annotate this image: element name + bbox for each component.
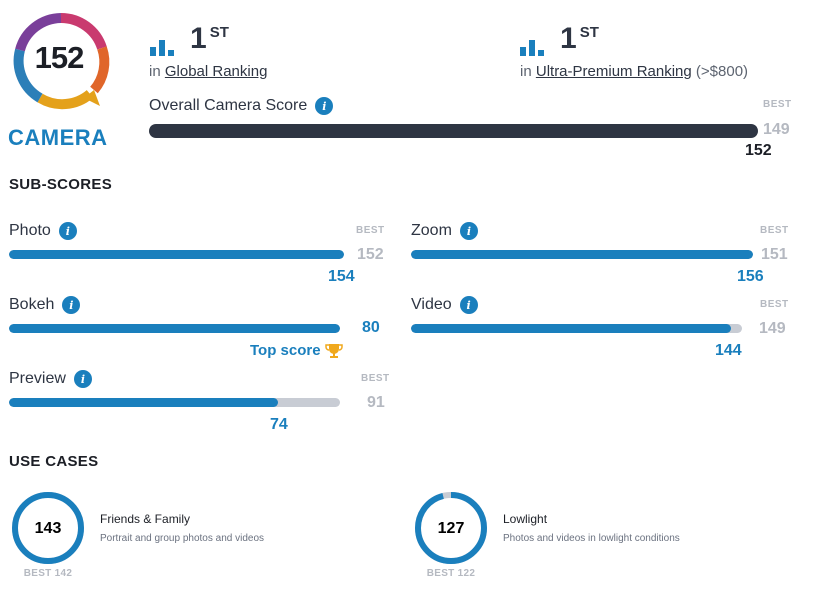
subscore-zoom: Zoom i: [411, 222, 478, 240]
donut-arc: [12, 492, 84, 564]
lowlight-donut: 127: [412, 489, 490, 567]
ranking-bars-icon: [150, 36, 174, 56]
lowlight-description: Photos and videos in lowlight conditions: [503, 533, 680, 544]
ultra-premium-ranking-link[interactable]: Ultra-Premium Ranking: [535, 63, 692, 80]
donut-arc: [415, 492, 487, 564]
friends-family-best: BEST 142: [23, 568, 73, 579]
segment-rank-prefix: in: [520, 63, 532, 80]
trophy-icon: [324, 343, 343, 358]
info-icon[interactable]: i: [73, 370, 92, 388]
video-score-bar: [411, 324, 742, 333]
overall-best-value: 149: [763, 121, 790, 138]
friends-family-score: 143: [35, 520, 62, 537]
logo-score: 152: [34, 40, 85, 75]
info-icon[interactable]: i: [459, 296, 478, 314]
photo-score-value: 154: [328, 268, 355, 285]
photo-score-fill: [9, 250, 344, 259]
video-best-label: BEST: [760, 299, 789, 310]
subscore-zoom-label: Zoom: [411, 222, 452, 239]
subscore-bokeh-label: Bokeh: [9, 296, 55, 313]
info-icon[interactable]: i: [315, 97, 334, 115]
camera-score-logo: 152 CAMERA: [8, 10, 114, 150]
preview-score-bar: [9, 398, 340, 407]
friends-family-description: Portrait and group photos and videos: [100, 533, 264, 544]
global-rank-caption: in Global Ranking: [149, 63, 267, 80]
zoom-score-fill: [411, 250, 753, 259]
bokeh-score-fill: [9, 324, 340, 333]
subscore-video: Video i: [411, 296, 478, 314]
subscore-preview-label: Preview: [9, 370, 66, 387]
bokeh-score-bar: [9, 324, 340, 333]
overall-score-bar: [149, 124, 758, 138]
subscore-video-label: Video: [411, 296, 452, 313]
logo-ring-icon: [13, 13, 110, 110]
lowlight-title: Lowlight: [503, 512, 548, 526]
preview-best-value: 91: [367, 394, 385, 411]
segment-price-note: (>$800): [695, 63, 749, 80]
global-rank-prefix: in: [149, 63, 161, 80]
global-rank-number: 1: [190, 22, 207, 55]
photo-best-value: 152: [357, 246, 384, 263]
photo-best-label: BEST: [356, 225, 385, 236]
segment-rank: 1 ST: [520, 22, 599, 56]
overall-header: Overall Camera Score i: [149, 97, 334, 115]
preview-best-label: BEST: [361, 373, 390, 384]
subscore-photo: Photo i: [9, 222, 77, 240]
friends-family-donut: 143: [9, 489, 87, 567]
subscore-preview: Preview i: [9, 370, 92, 388]
logo-label: CAMERA: [8, 125, 108, 150]
video-score-fill: [411, 324, 731, 333]
info-icon[interactable]: i: [62, 296, 81, 314]
overall-best-label: BEST: [763, 99, 792, 110]
photo-score-bar: [9, 250, 344, 259]
friends-family-title: Friends & Family: [100, 512, 191, 526]
preview-score-fill: [9, 398, 279, 407]
subscore-photo-label: Photo: [9, 222, 51, 239]
zoom-score-value: 156: [737, 268, 764, 285]
top-score-label: Top score: [250, 342, 321, 359]
global-ranking-link[interactable]: Global Ranking: [164, 63, 268, 80]
lowlight-donut-chart: 127: [415, 492, 487, 564]
zoom-score-bar: [411, 250, 753, 259]
global-rank-suffix: ST: [209, 24, 229, 41]
subscore-bokeh: Bokeh i: [9, 296, 81, 314]
zoom-best-label: BEST: [760, 225, 789, 236]
bokeh-top-score: Top score: [250, 342, 343, 359]
lowlight-best: BEST 122: [426, 568, 476, 579]
info-icon[interactable]: i: [459, 222, 478, 240]
subscores-heading: SUB-SCORES: [9, 176, 113, 193]
overall-label: Overall Camera Score: [149, 97, 308, 114]
video-best-value: 149: [759, 320, 786, 337]
bokeh-score-value: 80: [362, 319, 380, 336]
lowlight-score: 127: [438, 520, 465, 537]
preview-score-value: 74: [270, 416, 288, 433]
use-cases-heading: USE CASES: [9, 453, 99, 470]
ranking-bars-icon: [520, 36, 544, 56]
friends-family-donut-chart: 143: [12, 492, 84, 564]
video-score-value: 144: [715, 342, 742, 359]
segment-rank-number: 1: [560, 22, 577, 55]
segment-rank-suffix: ST: [579, 24, 599, 41]
zoom-best-value: 151: [761, 246, 788, 263]
segment-rank-caption: in Ultra-Premium Ranking (>$800): [520, 63, 748, 80]
overall-score-value: 152: [745, 142, 772, 159]
info-icon[interactable]: i: [58, 222, 77, 240]
global-rank: 1 ST: [150, 22, 229, 56]
